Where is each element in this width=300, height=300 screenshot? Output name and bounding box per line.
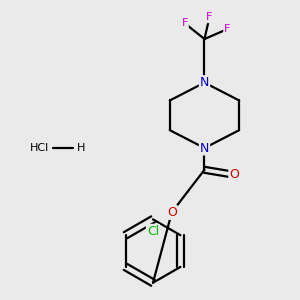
Text: N: N <box>200 142 209 154</box>
Text: F: F <box>224 24 230 34</box>
Text: HCl: HCl <box>29 143 49 153</box>
Text: F: F <box>182 18 188 28</box>
Text: O: O <box>229 168 239 181</box>
Text: N: N <box>200 76 209 89</box>
Text: H: H <box>76 143 85 153</box>
Text: F: F <box>206 12 213 22</box>
Text: Cl: Cl <box>147 225 159 238</box>
Text: O: O <box>167 206 177 219</box>
